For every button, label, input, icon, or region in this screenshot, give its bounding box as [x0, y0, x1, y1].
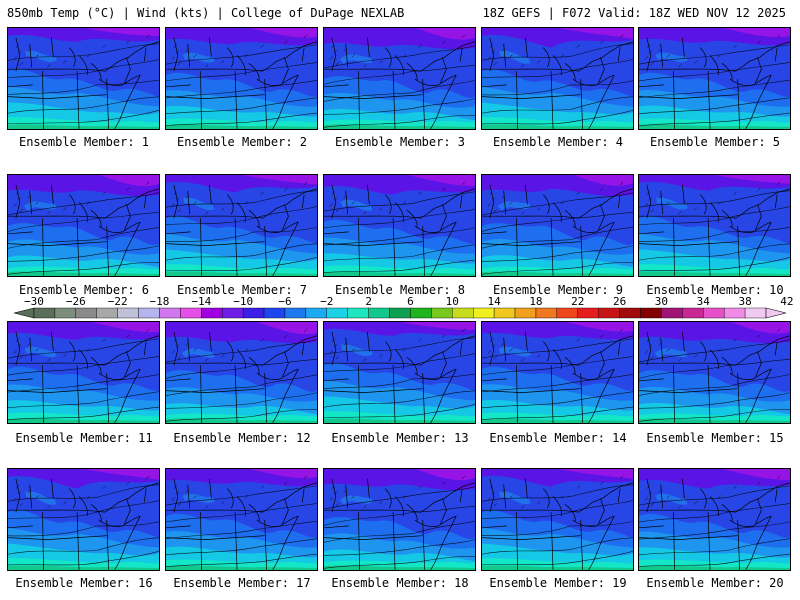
colorbar-tick-label: −2 — [320, 296, 333, 308]
colorbar-swatch — [723, 307, 746, 319]
ensemble-member-caption: Ensemble Member: 7 — [176, 283, 308, 297]
colorbar-swatch — [326, 307, 348, 319]
ensemble-member-caption: Ensemble Member: 13 — [331, 431, 469, 445]
ensemble-member-caption: Ensemble Member: 14 — [489, 431, 627, 445]
ensemble-member-caption: Ensemble Member: 11 — [15, 431, 153, 445]
colorbar-swatch — [305, 307, 327, 319]
colorbar-tick-label: 2 — [365, 296, 372, 308]
colorbar-tick-label: −10 — [233, 296, 253, 308]
ensemble-member-caption: Ensemble Member: 6 — [18, 283, 150, 297]
ensemble-map-panel — [481, 174, 634, 277]
ensemble-map-panel — [481, 27, 634, 130]
colorbar-tick-label: 42 — [780, 296, 793, 308]
colorbar-swatch — [347, 307, 369, 319]
ensemble-map-panel — [165, 27, 318, 130]
colorbar-swatch — [96, 307, 118, 319]
colorbar-tick-label: −22 — [108, 296, 128, 308]
colorbar-tick-label: 22 — [571, 296, 584, 308]
colorbar-swatch — [242, 307, 265, 319]
chart-title: 850mb Temp (°C) | Wind (kts) | College o… — [7, 6, 405, 20]
colorbar-swatch — [619, 307, 641, 319]
colorbar-swatch — [535, 307, 558, 319]
ensemble-member-caption: Ensemble Member: 5 — [649, 135, 781, 149]
colorbar-tick-label: −30 — [24, 296, 44, 308]
colorbar-swatch — [682, 307, 704, 319]
temperature-colorbar: −30 −26 −22 −18 −14 −10 −6 −2 2 6 10 14 18 22 26 30 34 38… — [13, 296, 794, 319]
ensemble-member-caption: Ensemble Member: 4 — [492, 135, 624, 149]
colorbar-swatch — [263, 307, 286, 319]
colorbar-swatch — [201, 307, 223, 319]
ensemble-member-caption: Ensemble Member: 1 — [18, 135, 150, 149]
ensemble-member-caption: Ensemble Member: 8 — [334, 283, 466, 297]
colorbar-swatch — [473, 307, 495, 319]
colorbar-swatch — [452, 307, 474, 319]
ensemble-member-caption: Ensemble Member: 10 — [646, 283, 784, 297]
colorbar-swatch — [514, 307, 537, 319]
ensemble-map-panel — [481, 468, 634, 571]
valid-time-label: 18Z GEFS | F072 Valid: 18Z WED NOV 12 20… — [482, 6, 786, 20]
colorbar-low-arrow — [13, 307, 35, 319]
ensemble-member-caption: Ensemble Member: 20 — [646, 576, 784, 590]
ensemble-map-panel — [165, 174, 318, 277]
colorbar-tick-label: 18 — [529, 296, 542, 308]
ensemble-member-caption: Ensemble Member: 16 — [15, 576, 153, 590]
ensemble-map-panel — [323, 174, 476, 277]
colorbar-swatch — [577, 307, 599, 319]
colorbar-swatch — [54, 307, 77, 319]
colorbar-swatch — [159, 307, 181, 319]
colorbar-tick-label: −6 — [278, 296, 291, 308]
ensemble-map-panel — [638, 321, 791, 424]
ensemble-map-panel — [323, 321, 476, 424]
ensemble-member-caption: Ensemble Member: 3 — [334, 135, 466, 149]
colorbar-swatch — [180, 307, 202, 319]
colorbar-swatch — [222, 307, 244, 319]
colorbar-swatch — [33, 307, 56, 319]
colorbar-tick-label: 34 — [697, 296, 711, 308]
ensemble-map-panel — [165, 321, 318, 424]
colorbar-tick-label: 26 — [613, 296, 626, 308]
colorbar-tick-label: −14 — [191, 296, 211, 308]
colorbar-tick-label: 30 — [655, 296, 668, 308]
ensemble-map-panel — [7, 174, 160, 277]
ensemble-map-panel — [638, 174, 791, 277]
colorbar-swatch — [284, 307, 307, 319]
colorbar-tick-label: −26 — [66, 296, 86, 308]
ensemble-member-caption: Ensemble Member: 12 — [173, 431, 311, 445]
ensemble-member-caption: Ensemble Member: 19 — [489, 576, 627, 590]
ensemble-map-panel — [481, 321, 634, 424]
ensemble-member-caption: Ensemble Member: 18 — [331, 576, 469, 590]
ensemble-map-panel — [7, 27, 160, 130]
colorbar-swatch — [703, 307, 725, 319]
colorbar-swatch — [75, 307, 97, 319]
colorbar-swatch — [598, 307, 620, 319]
colorbar-swatch — [117, 307, 139, 319]
ensemble-map-panel — [323, 468, 476, 571]
ensemble-map-panel — [638, 27, 791, 130]
colorbar-swatch — [389, 307, 411, 319]
colorbar-swatch — [410, 307, 432, 319]
ensemble-member-caption: Ensemble Member: 15 — [646, 431, 784, 445]
colorbar-tick-label: 10 — [446, 296, 459, 308]
colorbar-swatch — [493, 307, 516, 319]
colorbar-swatch — [744, 307, 767, 319]
colorbar-swatch — [368, 307, 390, 319]
colorbar-tick-label: 6 — [407, 296, 414, 308]
colorbar-swatch — [640, 307, 662, 319]
colorbar-swatch — [661, 307, 683, 319]
ensemble-map-panel — [638, 468, 791, 571]
colorbar-tick-label: −18 — [150, 296, 170, 308]
colorbar-swatch — [556, 307, 578, 319]
colorbar-swatch — [431, 307, 453, 319]
colorbar-swatch — [138, 307, 160, 319]
ensemble-map-panel — [165, 468, 318, 571]
colorbar-tick-label: 14 — [487, 296, 501, 308]
colorbar-high-arrow — [765, 307, 787, 319]
ensemble-map-panel — [323, 27, 476, 130]
ensemble-map-panel — [7, 321, 160, 424]
colorbar-tick-label: 38 — [738, 296, 751, 308]
ensemble-member-caption: Ensemble Member: 9 — [492, 283, 624, 297]
ensemble-member-caption: Ensemble Member: 17 — [173, 576, 311, 590]
ensemble-member-caption: Ensemble Member: 2 — [176, 135, 308, 149]
ensemble-map-panel — [7, 468, 160, 571]
